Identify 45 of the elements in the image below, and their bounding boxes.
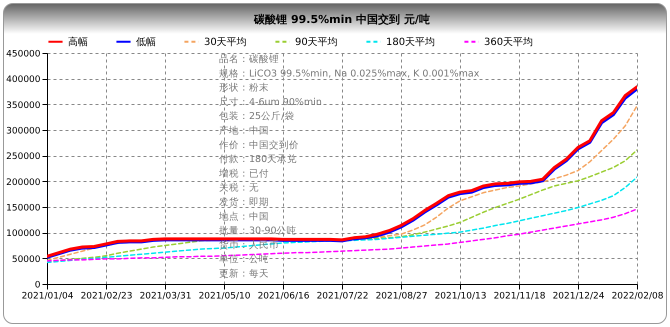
- y-tick-label: 150000: [6, 204, 41, 214]
- x-tick-label: 2021/08/27: [376, 292, 428, 302]
- annotation: 更新：每天: [219, 268, 269, 280]
- x-tick-label: 2021/12/24: [552, 292, 605, 302]
- y-tick-label: 200000: [6, 178, 41, 188]
- x-tick-label: 2021/01/04: [22, 292, 74, 302]
- legend-label: 90天平均: [295, 36, 338, 48]
- x-tick-label: 2021/10/13: [434, 292, 486, 302]
- annotation: 包装：25公斤/袋: [219, 110, 294, 122]
- y-tick-label: 300000: [6, 126, 41, 136]
- x-tick-label: 2021/06/16: [258, 292, 310, 302]
- annotation: 付款：180天承兑: [219, 153, 298, 166]
- x-tick-label: 2021/07/22: [316, 292, 368, 302]
- annotation: 单位：公吨: [219, 253, 269, 266]
- annotation: 增税：已付: [218, 167, 269, 180]
- chart-title: 碳酸锂 99.5%min 中国交到 元/吨: [253, 13, 430, 26]
- annotation: 作价：中国交到价: [218, 138, 299, 151]
- line-series: [47, 176, 637, 264]
- x-tick-label: 2022/02/08: [612, 292, 664, 302]
- y-tick-label: 50000: [12, 254, 41, 265]
- annotation: 规格：LiCO3 99.5%min, Na 0.025%max, K 0.001%max: [219, 67, 480, 80]
- annotation: 地点：中国: [218, 210, 269, 222]
- x-tick-label: 2021/03/31: [140, 292, 192, 302]
- annotation: 尺寸：4-6um 90%min: [219, 96, 322, 108]
- y-tick-label: 400000: [6, 75, 41, 86]
- annotation: 产地：中国: [219, 124, 269, 136]
- y-tick-label: 100000: [6, 229, 41, 240]
- y-tick-label: 450000: [6, 50, 41, 60]
- y-tick-label: 250000: [6, 152, 41, 162]
- annotation: 关税：无: [219, 182, 259, 194]
- annotation: 形状：粉末: [219, 82, 269, 94]
- annotation: 品名：碳酸锂: [219, 53, 279, 65]
- legend-label: 30天平均: [204, 36, 247, 48]
- legend-label: 高幅: [68, 36, 88, 48]
- legend-label: 360天平均: [484, 36, 534, 48]
- legend-label: 180天平均: [386, 36, 436, 48]
- annotation: 批量：30-90公吨: [219, 224, 297, 237]
- x-tick-label: 2021/11/18: [494, 292, 546, 302]
- x-tick-label: 2021/02/23: [80, 292, 132, 302]
- y-tick-label: 350000: [6, 100, 41, 111]
- line-series: [47, 208, 637, 262]
- annotation: 发货：即期: [219, 196, 269, 208]
- legend-label: 低幅: [136, 36, 156, 48]
- x-tick-label: 2021/05/10: [198, 292, 251, 302]
- y-tick-label: 0: [34, 280, 41, 290]
